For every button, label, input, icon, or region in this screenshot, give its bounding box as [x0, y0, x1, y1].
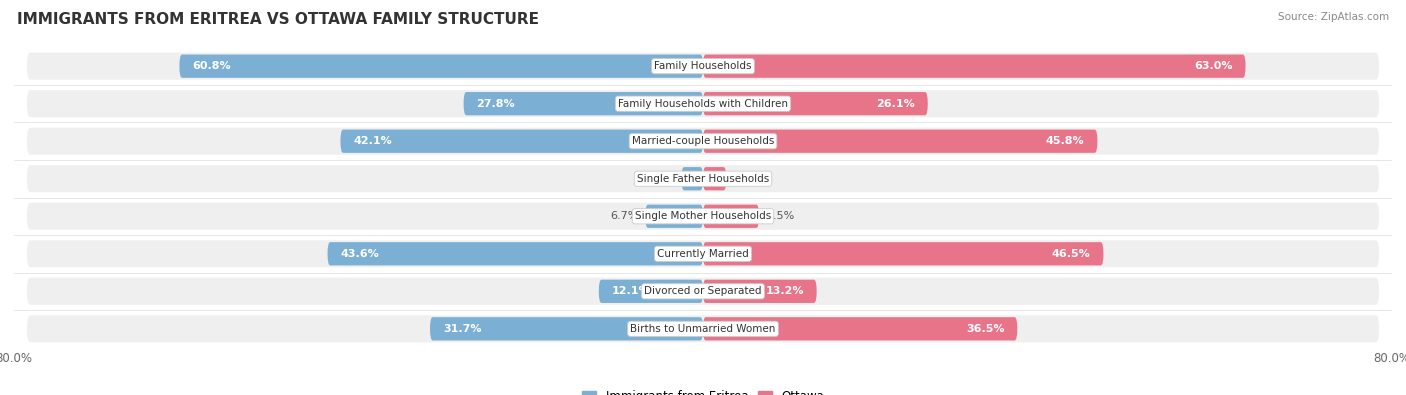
FancyBboxPatch shape	[682, 167, 703, 190]
Text: Family Households with Children: Family Households with Children	[619, 99, 787, 109]
Text: Births to Unmarried Women: Births to Unmarried Women	[630, 324, 776, 334]
Text: 2.7%: 2.7%	[733, 174, 762, 184]
Text: Single Father Households: Single Father Households	[637, 174, 769, 184]
FancyBboxPatch shape	[703, 55, 1246, 78]
FancyBboxPatch shape	[27, 240, 1379, 267]
FancyBboxPatch shape	[27, 278, 1379, 305]
Text: 31.7%: 31.7%	[443, 324, 481, 334]
Legend: Immigrants from Eritrea, Ottawa: Immigrants from Eritrea, Ottawa	[578, 385, 828, 395]
Text: Family Households: Family Households	[654, 61, 752, 71]
Text: 12.1%: 12.1%	[612, 286, 651, 296]
Text: Divorced or Separated: Divorced or Separated	[644, 286, 762, 296]
Text: 6.5%: 6.5%	[766, 211, 794, 221]
Text: 63.0%: 63.0%	[1194, 61, 1233, 71]
Text: 46.5%: 46.5%	[1052, 249, 1091, 259]
Text: 6.7%: 6.7%	[610, 211, 638, 221]
Text: 42.1%: 42.1%	[353, 136, 392, 146]
FancyBboxPatch shape	[180, 55, 703, 78]
Text: 2.5%: 2.5%	[647, 174, 675, 184]
Text: Single Mother Households: Single Mother Households	[636, 211, 770, 221]
Text: Source: ZipAtlas.com: Source: ZipAtlas.com	[1278, 12, 1389, 22]
Text: 36.5%: 36.5%	[966, 324, 1004, 334]
Text: IMMIGRANTS FROM ERITREA VS OTTAWA FAMILY STRUCTURE: IMMIGRANTS FROM ERITREA VS OTTAWA FAMILY…	[17, 12, 538, 27]
FancyBboxPatch shape	[645, 205, 703, 228]
FancyBboxPatch shape	[27, 90, 1379, 117]
Text: 27.8%: 27.8%	[477, 99, 515, 109]
FancyBboxPatch shape	[328, 242, 703, 265]
FancyBboxPatch shape	[340, 130, 703, 153]
Text: 45.8%: 45.8%	[1046, 136, 1084, 146]
FancyBboxPatch shape	[703, 130, 1098, 153]
FancyBboxPatch shape	[27, 203, 1379, 230]
FancyBboxPatch shape	[703, 205, 759, 228]
FancyBboxPatch shape	[27, 53, 1379, 80]
FancyBboxPatch shape	[27, 165, 1379, 192]
FancyBboxPatch shape	[430, 317, 703, 340]
FancyBboxPatch shape	[703, 242, 1104, 265]
FancyBboxPatch shape	[703, 167, 727, 190]
FancyBboxPatch shape	[464, 92, 703, 115]
FancyBboxPatch shape	[703, 92, 928, 115]
FancyBboxPatch shape	[27, 315, 1379, 342]
FancyBboxPatch shape	[703, 317, 1018, 340]
Text: Married-couple Households: Married-couple Households	[631, 136, 775, 146]
Text: 13.2%: 13.2%	[765, 286, 804, 296]
FancyBboxPatch shape	[599, 280, 703, 303]
Text: 43.6%: 43.6%	[340, 249, 380, 259]
FancyBboxPatch shape	[27, 128, 1379, 155]
Text: 26.1%: 26.1%	[876, 99, 915, 109]
Text: 60.8%: 60.8%	[193, 61, 231, 71]
Text: Currently Married: Currently Married	[657, 249, 749, 259]
FancyBboxPatch shape	[703, 280, 817, 303]
